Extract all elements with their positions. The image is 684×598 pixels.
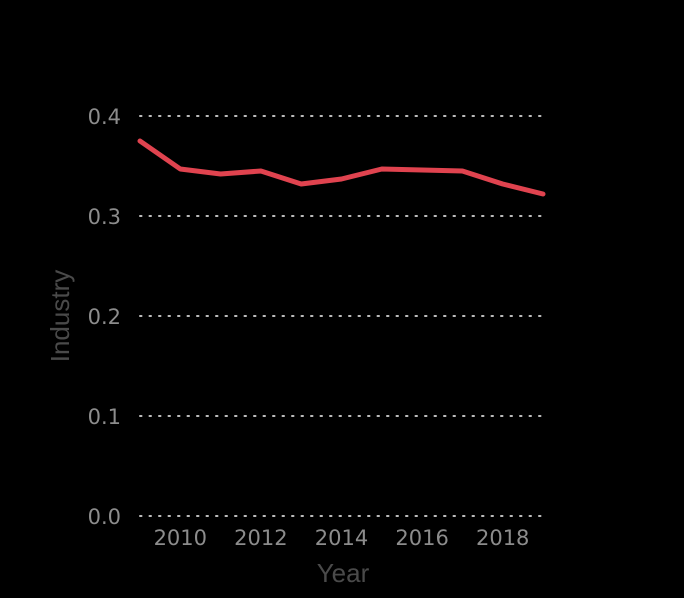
gridlines [139, 115, 544, 517]
x-axis-title: Year [317, 558, 370, 588]
y-tick-label: 0.2 [88, 305, 121, 329]
x-tick-label: 2014 [315, 526, 368, 550]
y-tick-label: 0.3 [88, 205, 121, 229]
x-tick-label: 2010 [154, 526, 207, 550]
y-axis-title: Industry [45, 270, 75, 363]
series-group [137, 138, 546, 197]
x-tick-label: 2012 [234, 526, 287, 550]
x-axis-ticks: 2010 2012 2014 2016 2018 [154, 526, 530, 550]
series-line [137, 138, 546, 197]
y-tick-label: 0.1 [88, 405, 121, 429]
y-tick-label: 0.4 [88, 105, 121, 129]
y-tick-label: 0.0 [88, 505, 121, 529]
x-tick-label: 2016 [395, 526, 448, 550]
y-axis-ticks: 0.0 0.1 0.2 0.3 0.4 [88, 105, 121, 529]
x-tick-label: 2018 [476, 526, 529, 550]
